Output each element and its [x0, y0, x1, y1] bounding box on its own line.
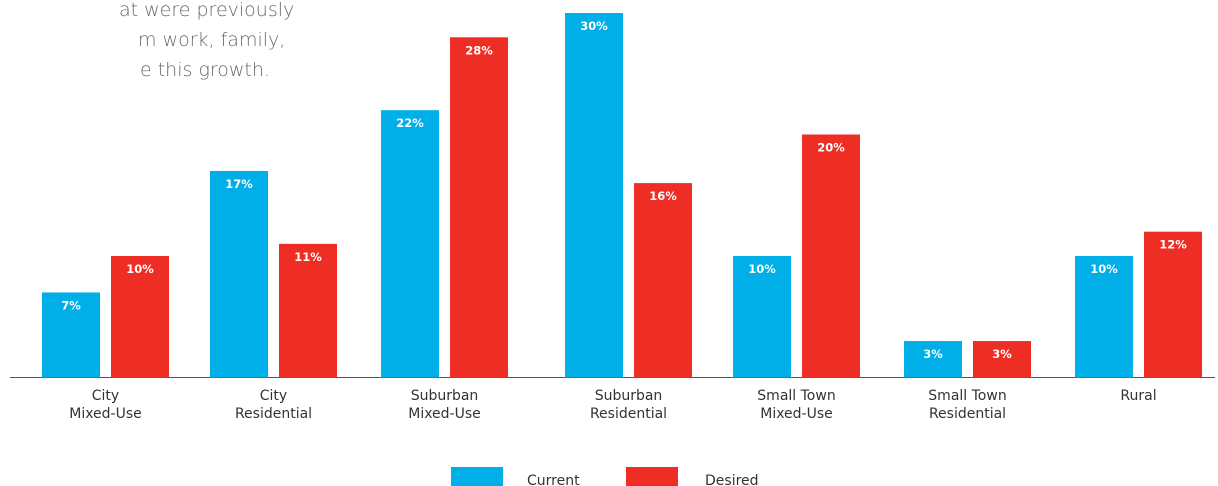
- current-bar-6: [904, 341, 962, 378]
- desired-bar-6: [973, 341, 1031, 378]
- current-data-label-2: 17%: [225, 177, 253, 191]
- desired-bar-7: [1144, 231, 1202, 378]
- desired-data-label-5: 20%: [817, 141, 845, 155]
- current-bar-7: [1075, 256, 1133, 378]
- current-bar-2: [210, 170, 268, 378]
- category-label-line: Residential: [235, 406, 312, 422]
- current-bar-3: [381, 110, 439, 378]
- desired-data-label-3: 28%: [465, 43, 493, 57]
- desired-data-label-6: 3%: [992, 347, 1012, 361]
- category-label-line: City: [92, 388, 119, 404]
- current-data-label-7: 10%: [1090, 262, 1118, 276]
- current-data-label-5: 10%: [748, 262, 776, 276]
- category-label-line: Residential: [929, 406, 1006, 422]
- current-data-label-6: 3%: [923, 347, 943, 361]
- desired-data-label-1: 10%: [126, 262, 154, 276]
- category-label-line: Residential: [590, 406, 667, 422]
- category-label-line: City: [260, 388, 287, 404]
- desired-data-label-7: 12%: [1159, 238, 1187, 252]
- legend-swatch-desired: [626, 467, 678, 486]
- desired-bar-2: [279, 243, 337, 378]
- current-bar-1: [42, 292, 100, 378]
- legend-swatch-current: [451, 467, 503, 486]
- category-label-line: Small Town: [928, 388, 1006, 404]
- current-data-label-3: 22%: [396, 116, 424, 130]
- desired-data-label-2: 11%: [294, 250, 322, 264]
- desired-data-label-4: 16%: [649, 189, 677, 203]
- category-label-line: Rural: [1120, 388, 1156, 404]
- legend-label-current: Current: [527, 473, 580, 486]
- category-label-6: Small Town Residential: [928, 388, 1006, 422]
- current-bar-5: [733, 256, 791, 378]
- category-label-1: City Mixed-Use: [69, 388, 142, 422]
- current-data-label-1: 7%: [61, 298, 81, 312]
- category-label-4: Suburban Residential: [590, 388, 667, 422]
- category-label-line: Small Town: [757, 388, 835, 404]
- category-label-line: Suburban: [411, 388, 479, 404]
- category-label-line: Mixed-Use: [408, 406, 481, 422]
- category-label-3: Suburban Mixed-Use: [408, 388, 481, 422]
- category-label-line: Suburban: [595, 388, 663, 404]
- category-label-line: Mixed-Use: [760, 406, 833, 422]
- desired-bar-3: [450, 37, 508, 378]
- category-label-line: Mixed-Use: [69, 406, 142, 422]
- category-label-2: City Residential: [235, 388, 312, 422]
- desired-bar-1: [111, 256, 169, 378]
- desired-bar-5: [802, 134, 860, 378]
- category-label-5: Small Town Mixed-Use: [757, 388, 835, 422]
- legend-label-desired: Desired: [705, 473, 759, 486]
- category-label-7: Rural: [1120, 388, 1156, 404]
- desired-bar-4: [634, 183, 692, 378]
- current-data-label-4: 30%: [580, 19, 608, 33]
- current-bar-4: [565, 13, 623, 378]
